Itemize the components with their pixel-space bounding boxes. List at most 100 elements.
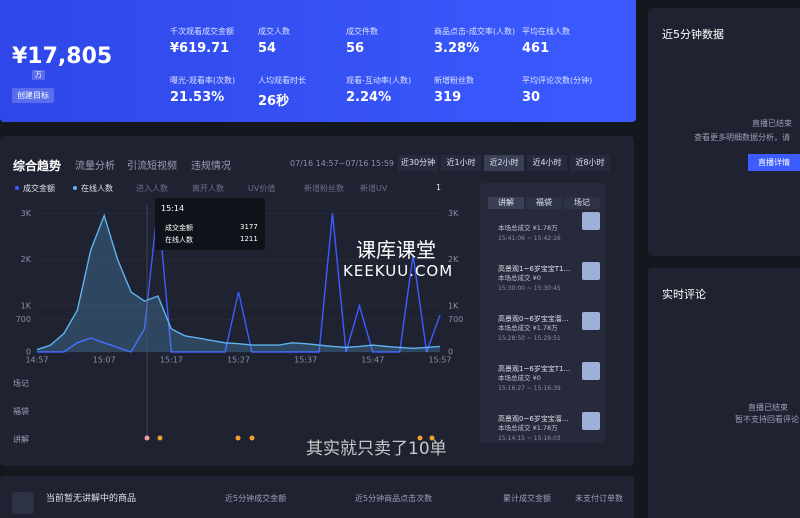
- item-time: 15:28:50 ~ 15:29:51: [498, 335, 561, 342]
- metric-value: 3.28%: [434, 41, 480, 56]
- event-row-label: 讲解: [13, 435, 29, 444]
- tooltip-value: 1211: [240, 235, 258, 243]
- event-dot: [157, 435, 163, 441]
- x-tick-label: 15:07: [93, 356, 116, 365]
- series-line: [36, 213, 441, 351]
- legend-dot: [73, 186, 77, 190]
- metric-label: 平均评论次数(分钟): [522, 76, 593, 85]
- bottom-column: 累计成交金额: [503, 494, 551, 503]
- event-dot: [417, 435, 423, 441]
- create-goal-button[interactable]: 创建目标: [12, 88, 54, 103]
- x-tick-label: 15:17: [160, 356, 183, 365]
- y-tick-label: 3K: [21, 209, 32, 218]
- metric-value: 56: [346, 41, 365, 56]
- event-row-label: 福袋: [13, 407, 29, 416]
- legend-entry: 成交金额: [15, 183, 55, 194]
- y-tick-label: 700: [16, 315, 31, 324]
- watermark-en: KEEKUU.COM: [343, 262, 454, 280]
- metric-value: 319: [434, 90, 462, 105]
- legend-entry: 进入人数: [136, 184, 168, 193]
- metric-label: 成交人数: [258, 27, 290, 36]
- legend-entry: 在线人数: [73, 183, 113, 194]
- item-thumb: [582, 212, 600, 230]
- event-dot: [144, 435, 150, 441]
- bottom-card: [0, 476, 634, 518]
- event-dot: [429, 435, 435, 441]
- side-tab[interactable]: 场记: [564, 197, 600, 209]
- series-line: [37, 205, 441, 353]
- item-time: 15:41:06 ~ 15:42:16: [498, 235, 561, 242]
- panel-status: 直播已结束: [752, 119, 792, 128]
- y-tick-label: 2K: [21, 255, 32, 264]
- metric-value: ¥619.71: [170, 41, 230, 56]
- metric-value: 30: [522, 90, 541, 105]
- range-button[interactable]: 近2小时: [484, 155, 524, 171]
- range-button[interactable]: 近4小时: [527, 155, 567, 171]
- x-tick-label: 14:57: [25, 356, 48, 365]
- total-amount: ¥17,805: [12, 44, 113, 69]
- y-tick-label: 1K: [21, 301, 32, 310]
- metric-value: 54: [258, 41, 277, 56]
- item-thumb: [582, 262, 600, 280]
- tooltip-value: 3177: [240, 223, 258, 231]
- metric-label: 千次观看成交金额: [170, 27, 234, 36]
- range-button[interactable]: 近30分钟: [398, 155, 438, 171]
- item-sales: 本场总成交 ¥1.78万: [498, 424, 558, 432]
- metric-label: 成交件数: [346, 27, 378, 36]
- x-tick-label: 15:37: [294, 356, 317, 365]
- tab[interactable]: 流量分析: [75, 161, 115, 172]
- item-time: 15:30:00 ~ 15:30:45: [498, 285, 561, 292]
- item-thumb: [582, 312, 600, 330]
- item-time: 15:16:27 ~ 15:16:39: [498, 385, 561, 392]
- event-dot: [235, 435, 241, 441]
- legend-entry: 新增粉丝数: [304, 184, 344, 193]
- bottom-product: 当前暂无讲解中的商品: [46, 494, 137, 504]
- header-banner: [0, 0, 636, 122]
- item-sales: 本场总成交 ¥1.78万: [498, 324, 558, 332]
- tooltip-name: 在线人数: [165, 236, 193, 244]
- side-tab[interactable]: 福袋: [526, 197, 562, 209]
- panel-hint: 查看更多明细数据分析，请: [694, 133, 790, 142]
- y2-tick-label: 2K: [448, 255, 459, 264]
- x-tick-label: 15:57: [428, 356, 451, 365]
- legend-entry: 离开人数: [192, 184, 224, 193]
- x-tick-label: 15:47: [361, 356, 384, 365]
- panel-hint: 暂不支持回看评论: [735, 415, 799, 424]
- item-sales: 本场总成交 ¥0: [498, 374, 541, 382]
- pager: 1: [436, 183, 442, 192]
- legend-entry: 新增UV: [360, 184, 388, 193]
- panel-title: 实时评论: [662, 288, 706, 301]
- series-area: [37, 215, 440, 352]
- legend-dot: [15, 186, 19, 190]
- metric-label: 商品点击-成交率(人数): [434, 27, 516, 36]
- event-row-label: 场记: [13, 379, 29, 388]
- watermark-cn: 课库课堂: [356, 238, 436, 262]
- metric-value: 2.24%: [346, 90, 392, 105]
- video-subtitle: 其实就只卖了10单: [306, 439, 447, 459]
- range-button[interactable]: 近8小时: [570, 155, 610, 171]
- x-tick-label: 15:27: [227, 356, 250, 365]
- bottom-column: 近5分钟成交金额: [225, 494, 287, 503]
- metric-label: 人均观看时长: [258, 76, 306, 85]
- y2-tick-label: 1K: [448, 301, 459, 310]
- side-tab[interactable]: 讲解: [488, 197, 524, 209]
- tab[interactable]: 综合趋势: [13, 159, 62, 173]
- tab[interactable]: 违规情况: [191, 161, 231, 172]
- metric-value: 461: [522, 41, 550, 56]
- range-button[interactable]: 近1小时: [441, 155, 481, 171]
- bottom-column: 近5分钟商品点击次数: [355, 494, 433, 503]
- tooltip: [155, 198, 265, 250]
- date-range: 07/16 14:57~07/16 15:59: [290, 159, 395, 168]
- tab[interactable]: 引流短视频: [127, 161, 177, 172]
- metric-value: 21.53%: [170, 90, 225, 105]
- metric-label: 平均在线人数: [522, 27, 570, 36]
- item-title: 高景观1~6岁宝宝T1...: [498, 365, 571, 373]
- comments-panel: [648, 268, 800, 518]
- item-thumb: [582, 412, 600, 430]
- tooltip-time: 15:14: [161, 204, 185, 213]
- panel-title: 近5分钟数据: [662, 28, 724, 41]
- amount-unit: 万: [32, 70, 45, 80]
- panel-button[interactable]: 直播详情: [748, 154, 800, 171]
- metric-label: 新增粉丝数: [434, 76, 474, 85]
- metric-value: 26秒: [258, 94, 290, 109]
